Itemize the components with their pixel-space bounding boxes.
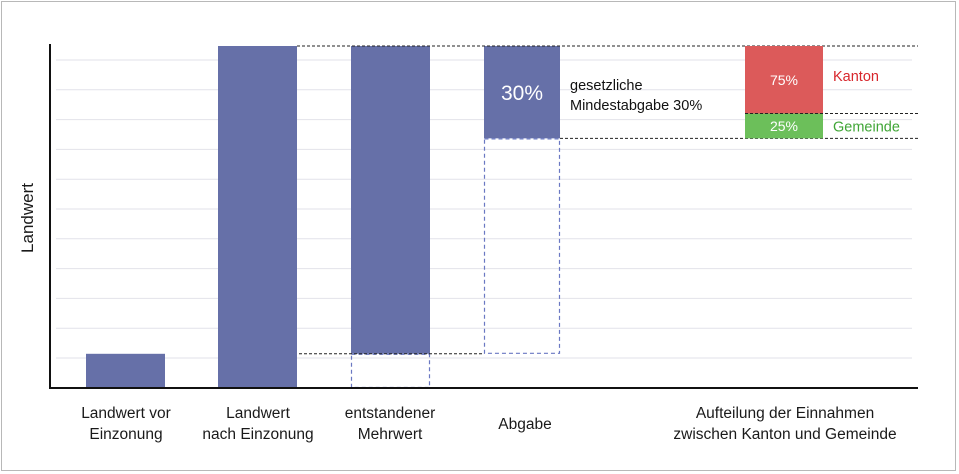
bar-0 [86, 353, 165, 388]
bar-4-label: 30% [501, 82, 543, 105]
category-label-3: Abgabe [498, 416, 552, 433]
bar-5-outline [483, 138, 561, 354]
split-name-kanton: Kanton [833, 69, 879, 85]
category-label-2: entstandener Mehrwert [344, 405, 436, 443]
y-axis-label: Landwert [18, 183, 37, 253]
split-segment-gemeinde [745, 113, 823, 139]
split-segment-kanton [745, 46, 823, 114]
category-label-4: Aufteilung der Einnahmen zwischen Kanton… [673, 405, 897, 443]
bar-4 [484, 46, 560, 139]
chart-marks: 30% 75% Kanton 25% Gemeinde gesetzliche Mindes… [86, 45, 918, 389]
chart-axes [49, 44, 918, 389]
category-label-0: Landwert vor Einzonung [81, 405, 171, 443]
split-percent-kanton: 75% [770, 72, 798, 88]
category-label-1: Landwert nach Einzonung [202, 405, 314, 443]
annotation-line-0: gesetzliche [570, 78, 643, 94]
bar-1 [218, 46, 297, 388]
bar-3-outline [350, 353, 431, 389]
bar-2 [351, 46, 430, 354]
split-percent-gemeinde: 25% [770, 118, 798, 134]
split-name-gemeinde: Gemeinde [833, 120, 900, 136]
annotation-line-1: Mindestabgabe 30% [570, 98, 702, 114]
